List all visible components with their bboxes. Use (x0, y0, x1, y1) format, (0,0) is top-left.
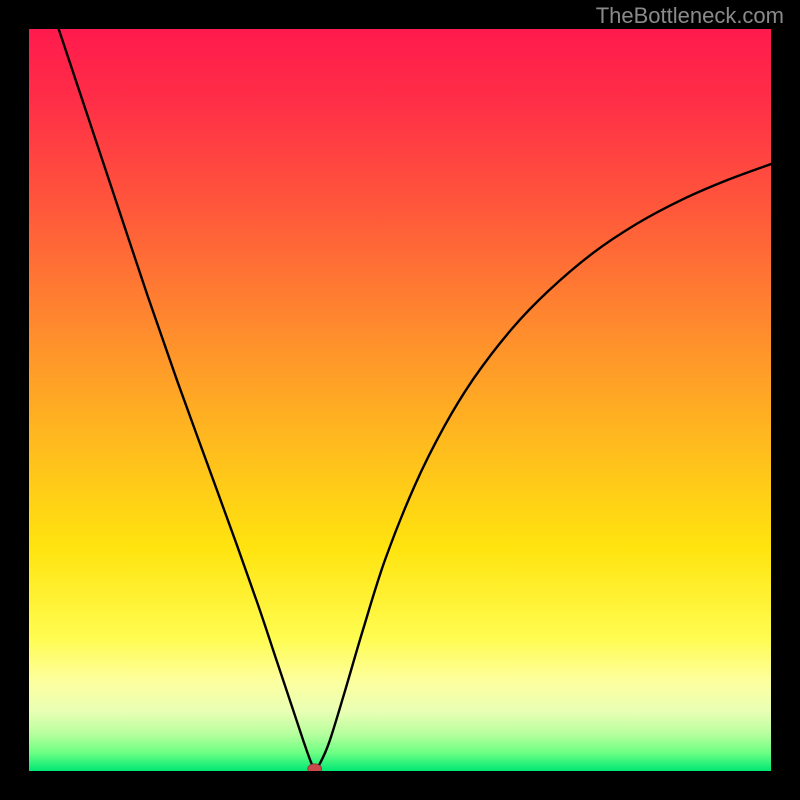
chart-container (29, 29, 771, 771)
watermark-text: TheBottleneck.com (596, 3, 784, 29)
gradient-background (29, 29, 771, 771)
minimum-marker (308, 764, 322, 771)
bottleneck-chart (29, 29, 771, 771)
